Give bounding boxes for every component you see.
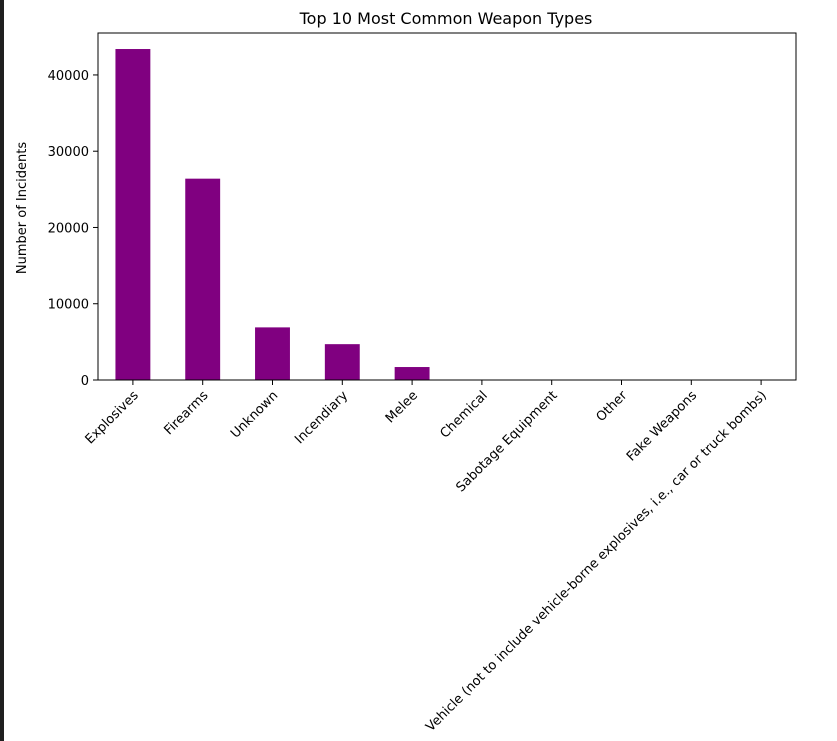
y-tick-label: 30000 bbox=[48, 145, 89, 160]
x-axis: Explosives Firearms Unknown Incendiary Melee… bbox=[83, 380, 770, 735]
x-tick-label: Incendiary bbox=[292, 388, 351, 447]
y-tick-label: 10000 bbox=[48, 298, 89, 313]
chart-title: Top 10 Most Common Weapon Types bbox=[299, 9, 593, 28]
bar-2 bbox=[255, 327, 290, 380]
bars-group bbox=[115, 49, 779, 381]
bar-0 bbox=[115, 49, 151, 381]
window-edge bbox=[0, 0, 4, 741]
y-tick-label: 40000 bbox=[48, 69, 89, 84]
x-tick-label: Unknown bbox=[228, 388, 281, 441]
x-tick-label: Melee bbox=[383, 388, 421, 426]
bar-4 bbox=[394, 367, 430, 380]
y-tick-label: 20000 bbox=[48, 221, 89, 236]
x-tick-label: Vehicle (not to include vehicle-borne ex… bbox=[423, 388, 770, 735]
y-tick-label: 0 bbox=[81, 374, 89, 389]
x-tick-label: Explosives bbox=[83, 388, 142, 447]
x-tick-label: Chemical bbox=[437, 388, 490, 441]
y-axis-label: Number of Incidents bbox=[15, 142, 30, 274]
bar-3 bbox=[324, 344, 360, 380]
bar-1 bbox=[185, 178, 221, 380]
x-tick-label: Firearms bbox=[162, 388, 212, 438]
x-tick-label: Other bbox=[594, 388, 631, 425]
x-tick-label: Fake Weapons bbox=[624, 388, 700, 464]
plot-frame bbox=[97, 32, 797, 381]
y-axis: 0 10000 20000 30000 40000 bbox=[48, 69, 98, 389]
